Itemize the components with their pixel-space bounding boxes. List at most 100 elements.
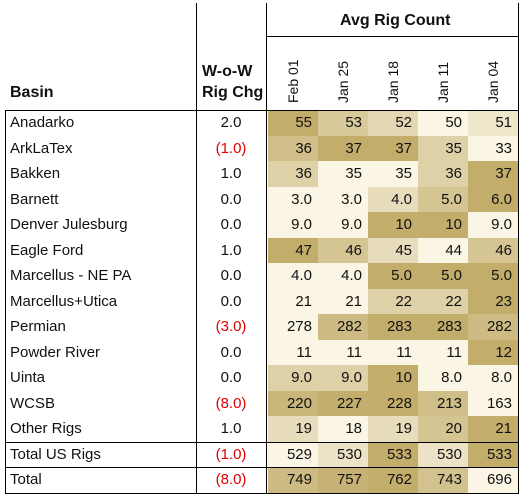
basin-name: WCSB [10, 394, 55, 412]
basin-name: Total US Rigs [10, 445, 101, 463]
basin-name: Other Rigs [10, 420, 82, 437]
heat-cell: 11 [368, 339, 418, 365]
heat-cell: 44 [418, 237, 468, 263]
week-header-jan-18: Jan 18 [385, 60, 401, 103]
table-border [518, 3, 519, 493]
wow-change: 0.0 [220, 216, 242, 233]
heat-cell: 282 [318, 314, 368, 340]
heat-cell: 52 [368, 110, 418, 136]
heat-cell: 36 [418, 161, 468, 187]
heat-cell: 282 [468, 314, 518, 340]
heat-cell: 11 [268, 339, 318, 365]
heat-cell: 4.0 [368, 186, 418, 212]
heat-cell: 50 [418, 110, 468, 136]
heat-cell: 757 [318, 467, 368, 493]
heat-cell: 5.0 [418, 263, 468, 289]
heat-cell: 36 [268, 161, 318, 187]
heat-cell: 37 [468, 161, 518, 187]
basin-header: Basin [10, 84, 54, 101]
basin-name: Powder River [10, 343, 101, 361]
heat-cell: 35 [368, 161, 418, 187]
wow-change: (1.0) [215, 445, 247, 463]
heat-cell: 37 [368, 135, 418, 161]
basin-name: Permian [10, 318, 66, 335]
heat-cell: 35 [318, 161, 368, 187]
heat-cell: 696 [468, 467, 518, 493]
heat-cell: 22 [418, 288, 468, 314]
heat-cell: 10 [368, 212, 418, 238]
heat-cell: 9.0 [318, 212, 368, 238]
heat-cell: 8.0 [468, 365, 518, 391]
heat-cell: 19 [268, 416, 318, 442]
basin-name: ArkLaTex [10, 139, 73, 157]
heat-cell: 53 [318, 110, 368, 136]
basin-name: Bakken [10, 165, 61, 182]
wow-change: 0.0 [220, 190, 242, 208]
basin-name: Marcellus - NE PA [10, 267, 132, 284]
heat-cell: 6.0 [468, 186, 518, 212]
heat-cell: 3.0 [268, 186, 318, 212]
heat-cell: 20 [418, 416, 468, 442]
heat-cell: 5.0 [468, 263, 518, 289]
heat-cell: 12 [468, 339, 518, 365]
heat-cell: 533 [368, 441, 418, 467]
wow-change: (8.0) [215, 394, 247, 412]
wow-change: 1.0 [220, 241, 242, 259]
wow-change: 0.0 [220, 292, 242, 310]
basin-name: Denver Julesburg [10, 216, 128, 233]
basin-name: Eagle Ford [10, 241, 84, 259]
heat-cell: 11 [418, 339, 468, 365]
heat-cell: 9.0 [318, 365, 368, 391]
heat-cell: 749 [268, 467, 318, 493]
heat-cell: 21 [268, 288, 318, 314]
heat-cell: 22 [368, 288, 418, 314]
heat-cell: 11 [318, 339, 368, 365]
heat-cell: 45 [368, 237, 418, 263]
heat-cell: 10 [368, 365, 418, 391]
wow-change: (3.0) [215, 318, 247, 335]
heat-cell: 529 [268, 441, 318, 467]
basin-name: Barnett [10, 190, 59, 208]
heat-cell: 3.0 [318, 186, 368, 212]
heat-cell: 10 [418, 212, 468, 238]
heat-cell: 46 [468, 237, 518, 263]
heat-cell: 163 [468, 390, 518, 416]
heat-cell: 47 [268, 237, 318, 263]
wow-change: 2.0 [220, 114, 242, 131]
basin-name: Total [10, 471, 42, 488]
heat-cell: 228 [368, 390, 418, 416]
wow-header-line2: Rig Chg [202, 84, 264, 101]
basin-name: Marcellus+Utica [10, 292, 118, 310]
heat-cell: 743 [418, 467, 468, 493]
heat-cell: 8.0 [418, 365, 468, 391]
heat-cell: 55 [268, 110, 318, 136]
week-header-feb-01: Feb 01 [285, 59, 301, 103]
heat-cell: 283 [418, 314, 468, 340]
heat-cell: 9.0 [468, 212, 518, 238]
header-rule [266, 36, 518, 37]
heat-cell: 4.0 [268, 263, 318, 289]
heat-cell: 9.0 [268, 365, 318, 391]
week-header-jan-04: Jan 04 [485, 60, 501, 103]
basin-name: Anadarko [10, 114, 75, 131]
heat-cell: 762 [368, 467, 418, 493]
wow-change: 0.0 [220, 343, 242, 361]
heat-cell: 21 [468, 416, 518, 442]
heat-cell: 18 [318, 416, 368, 442]
heat-cell: 278 [268, 314, 318, 340]
heat-cell: 51 [468, 110, 518, 136]
wow-change: 1.0 [220, 420, 242, 437]
column-divider [266, 3, 267, 493]
wow-change: (1.0) [215, 139, 247, 157]
wow-change: 0.0 [220, 267, 242, 284]
heat-cell: 35 [418, 135, 468, 161]
header-rule [5, 110, 519, 111]
table-border [5, 110, 6, 493]
heat-cell: 37 [318, 135, 368, 161]
wow-change: (8.0) [215, 471, 247, 488]
basin-name: Uinta [10, 369, 46, 386]
heat-cell: 530 [318, 441, 368, 467]
wow-change: 0.0 [220, 369, 242, 386]
heat-cell: 220 [268, 390, 318, 416]
heat-cell: 19 [368, 416, 418, 442]
